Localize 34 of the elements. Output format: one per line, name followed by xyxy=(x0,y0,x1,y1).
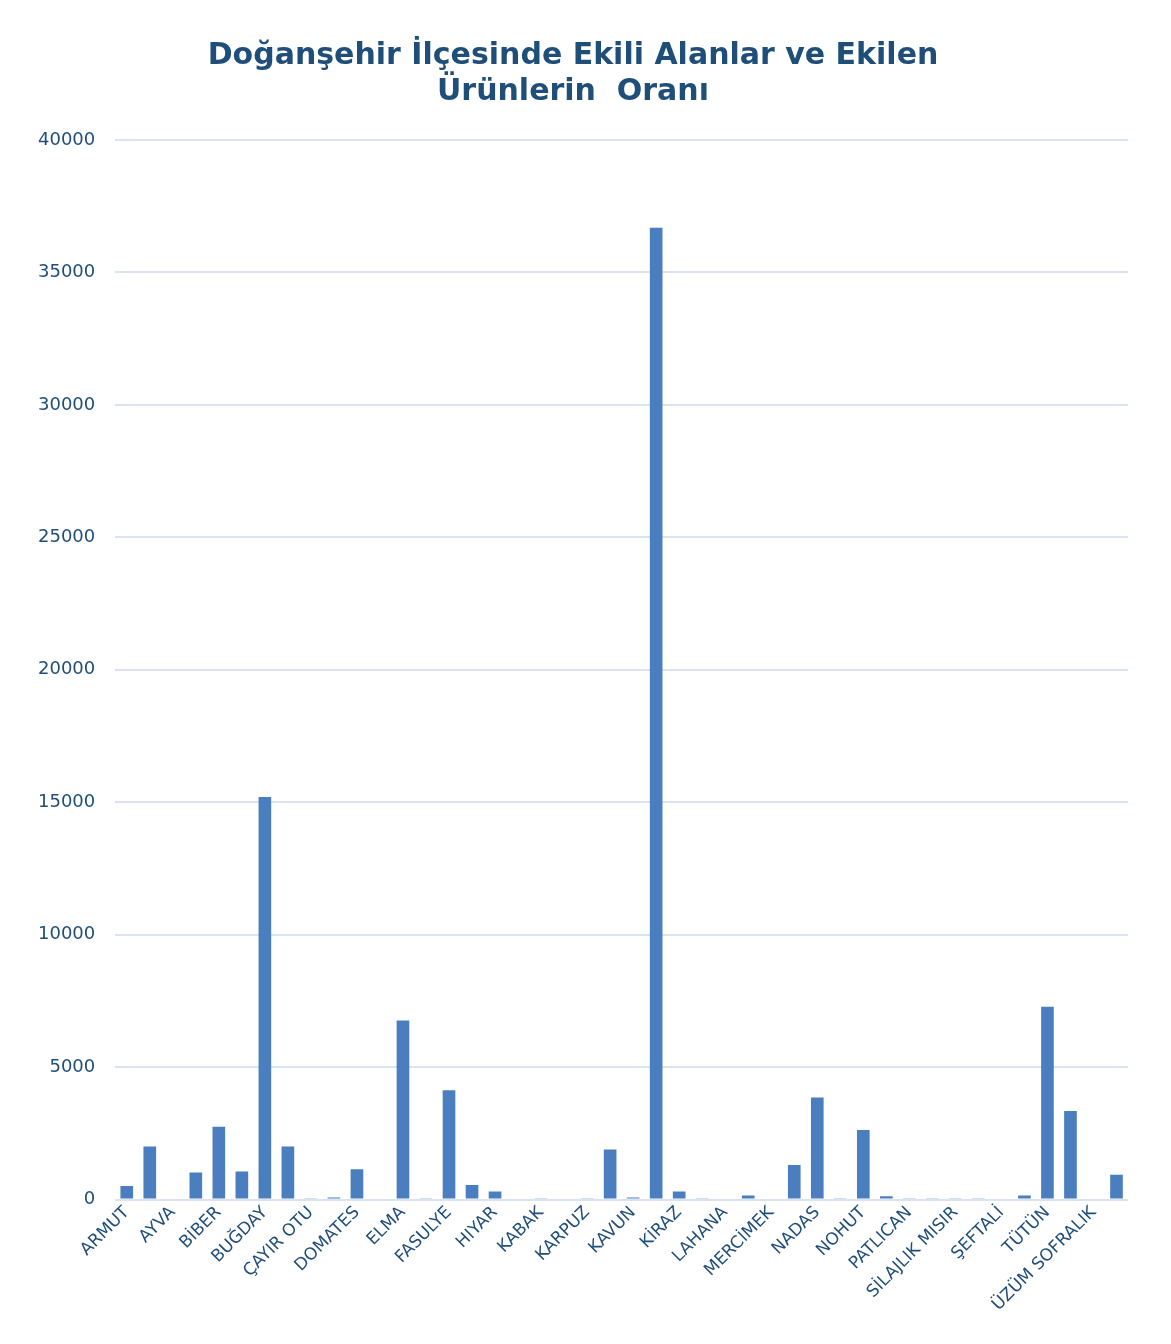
bar xyxy=(741,1195,755,1199)
bar xyxy=(1041,1006,1054,1199)
bar xyxy=(120,1186,134,1199)
y-tick-label: 10000 xyxy=(38,922,96,944)
y-tick-label: 20000 xyxy=(38,657,96,679)
bar xyxy=(281,1146,295,1199)
y-tick-label: 0 xyxy=(83,1187,96,1209)
bar xyxy=(879,1196,893,1199)
y-tick-label: 15000 xyxy=(38,789,96,811)
bar xyxy=(488,1191,502,1199)
bar xyxy=(1018,1195,1031,1199)
bar xyxy=(189,1172,203,1199)
bar xyxy=(603,1149,617,1199)
chart-title: Doğanşehir İlçesinde Ekili Alanlar ve Ekilen Ürünlerin Oranı xyxy=(207,35,939,107)
bar xyxy=(143,1146,157,1199)
bar xyxy=(649,227,663,1199)
bar xyxy=(258,796,272,1199)
bar xyxy=(810,1097,824,1199)
bar xyxy=(1110,1174,1123,1199)
y-tick-label: 5000 xyxy=(49,1054,96,1076)
bar xyxy=(787,1165,801,1199)
y-tick-label: 30000 xyxy=(38,392,96,414)
bar xyxy=(856,1129,870,1199)
bar xyxy=(442,1090,456,1199)
y-tick-label: 25000 xyxy=(38,525,96,546)
bar xyxy=(465,1184,479,1199)
bar xyxy=(212,1126,226,1199)
bar xyxy=(396,1020,410,1199)
bar xyxy=(235,1171,249,1199)
bar xyxy=(350,1169,364,1199)
bar xyxy=(672,1191,686,1199)
y-tick-label: 35000 xyxy=(38,260,96,282)
y-tick-label: 40000 xyxy=(38,127,96,149)
bar xyxy=(1064,1111,1077,1199)
